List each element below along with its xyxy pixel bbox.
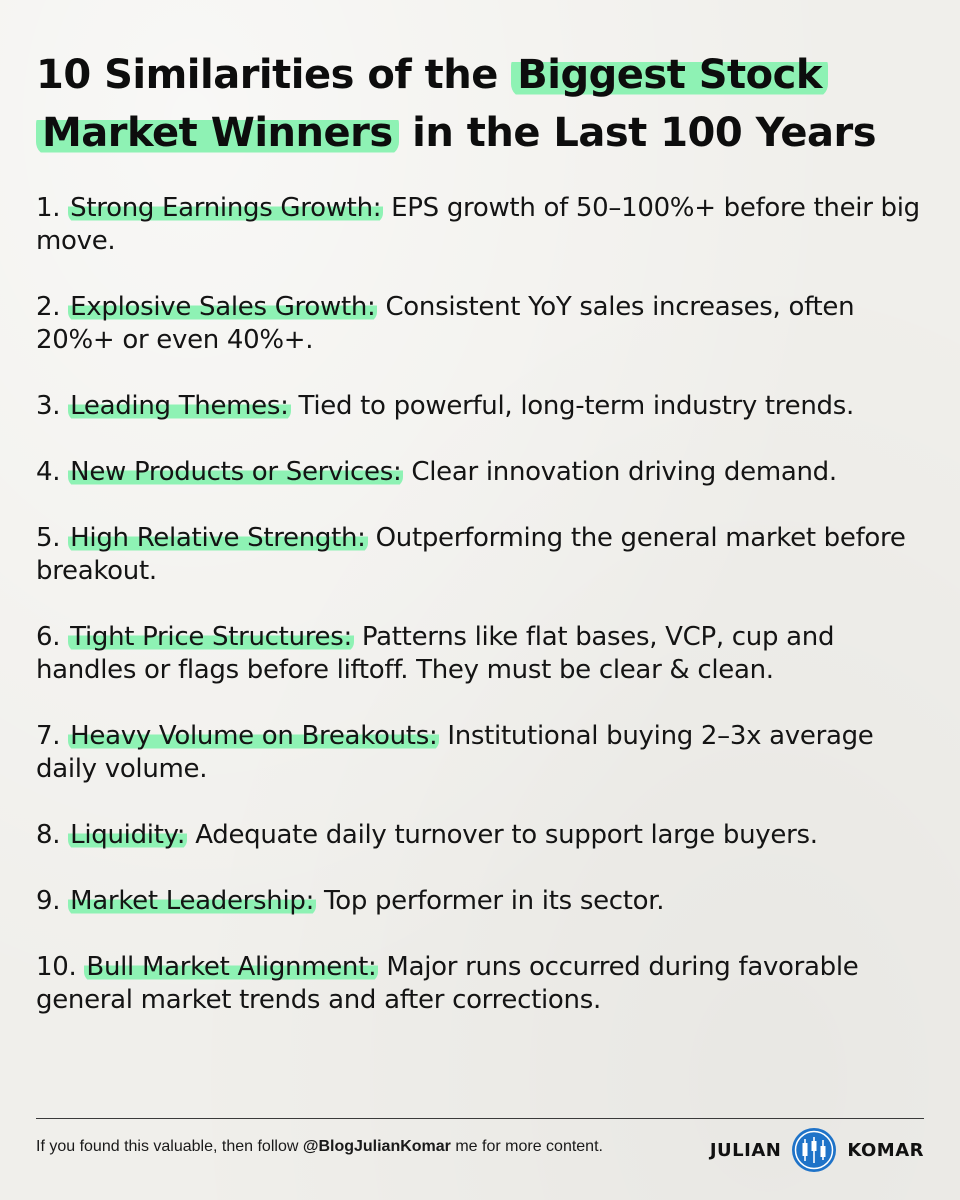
footer-divider bbox=[36, 1118, 924, 1119]
list-item: 8. Liquidity: Adequate daily turnover to… bbox=[36, 819, 931, 852]
item-text: Patterns like flat bases, VCP, cup and h… bbox=[36, 622, 835, 685]
list-item: 1. Strong Earnings Growth: EPS growth of… bbox=[36, 192, 931, 258]
item-keyword: Tight Price Structures: bbox=[68, 622, 354, 652]
similarities-list: 1. Strong Earnings Growth: EPS growth of… bbox=[36, 192, 931, 1017]
brand-logo: JULIAN KOMAR bbox=[710, 1126, 924, 1174]
brand-first-name: JULIAN bbox=[709, 1139, 782, 1161]
footer-suffix: me for more content. bbox=[450, 1138, 603, 1155]
item-keyword: Heavy Volume on Breakouts: bbox=[68, 721, 440, 751]
item-number: 2. bbox=[36, 292, 69, 322]
item-number: 7. bbox=[36, 721, 69, 751]
list-item: 2. Explosive Sales Growth: Consistent Yo… bbox=[36, 291, 931, 357]
item-text: Major runs occurred during favorable gen… bbox=[36, 952, 859, 1015]
footer-prefix: If you found this valuable, then follow bbox=[36, 1138, 303, 1155]
item-number: 6. bbox=[36, 622, 69, 652]
item-keyword: Leading Themes: bbox=[68, 391, 291, 421]
title-highlight-2: Market Winners bbox=[36, 110, 399, 156]
list-item: 3. Leading Themes: Tied to powerful, lon… bbox=[36, 390, 931, 423]
page-title: 10 Similarities of the Biggest Stock Mark… bbox=[36, 46, 936, 162]
item-number: 5. bbox=[36, 523, 69, 553]
item-text: Adequate daily turnover to support large… bbox=[187, 820, 818, 850]
item-keyword: Market Leadership: bbox=[68, 886, 317, 916]
title-part-2: in the Last 100 Years bbox=[398, 110, 877, 156]
item-number: 4. bbox=[36, 457, 69, 487]
list-item: 10. Bull Market Alignment: Major runs oc… bbox=[36, 951, 931, 1017]
list-item: 5. High Relative Strength: Outperforming… bbox=[36, 522, 931, 588]
item-text: Institutional buying 2–3x average daily … bbox=[36, 721, 874, 784]
item-text: Consistent YoY sales increases, often 20… bbox=[36, 292, 855, 355]
item-number: 8. bbox=[36, 820, 69, 850]
item-number: 10. bbox=[36, 952, 85, 982]
title-part-1: 10 Similarities of the bbox=[36, 52, 512, 98]
title-highlight-1: Biggest Stock bbox=[511, 52, 828, 98]
list-item: 9. Market Leadership: Top performer in i… bbox=[36, 885, 931, 918]
list-item: 7. Heavy Volume on Breakouts: Institutio… bbox=[36, 720, 931, 786]
item-text: Clear innovation driving demand. bbox=[403, 457, 837, 487]
item-text: Tied to powerful, long-term industry tre… bbox=[290, 391, 855, 421]
item-keyword: Bull Market Alignment: bbox=[84, 952, 379, 982]
candlestick-chart-icon bbox=[792, 1128, 837, 1172]
item-text: EPS growth of 50–100%+ before their big … bbox=[36, 193, 920, 256]
list-item: 6. Tight Price Structures: Patterns like… bbox=[36, 621, 931, 687]
item-text: Outperforming the general market before … bbox=[36, 523, 906, 586]
item-keyword: Liquidity: bbox=[68, 820, 188, 850]
item-number: 1. bbox=[36, 193, 69, 223]
item-text: Top performer in its sector. bbox=[316, 886, 665, 916]
list-item: 4. New Products or Services: Clear innov… bbox=[36, 456, 931, 489]
footer-cta: If you found this valuable, then follow … bbox=[36, 1138, 603, 1156]
item-keyword: Strong Earnings Growth: bbox=[68, 193, 384, 223]
item-keyword: Explosive Sales Growth: bbox=[68, 292, 378, 322]
item-keyword: High Relative Strength: bbox=[68, 523, 368, 553]
footer-handle[interactable]: @BlogJulianKomar bbox=[302, 1138, 451, 1155]
item-number: 9. bbox=[36, 886, 69, 916]
item-keyword: New Products or Services: bbox=[68, 457, 404, 487]
brand-last-name: KOMAR bbox=[847, 1139, 924, 1161]
item-number: 3. bbox=[36, 391, 69, 421]
